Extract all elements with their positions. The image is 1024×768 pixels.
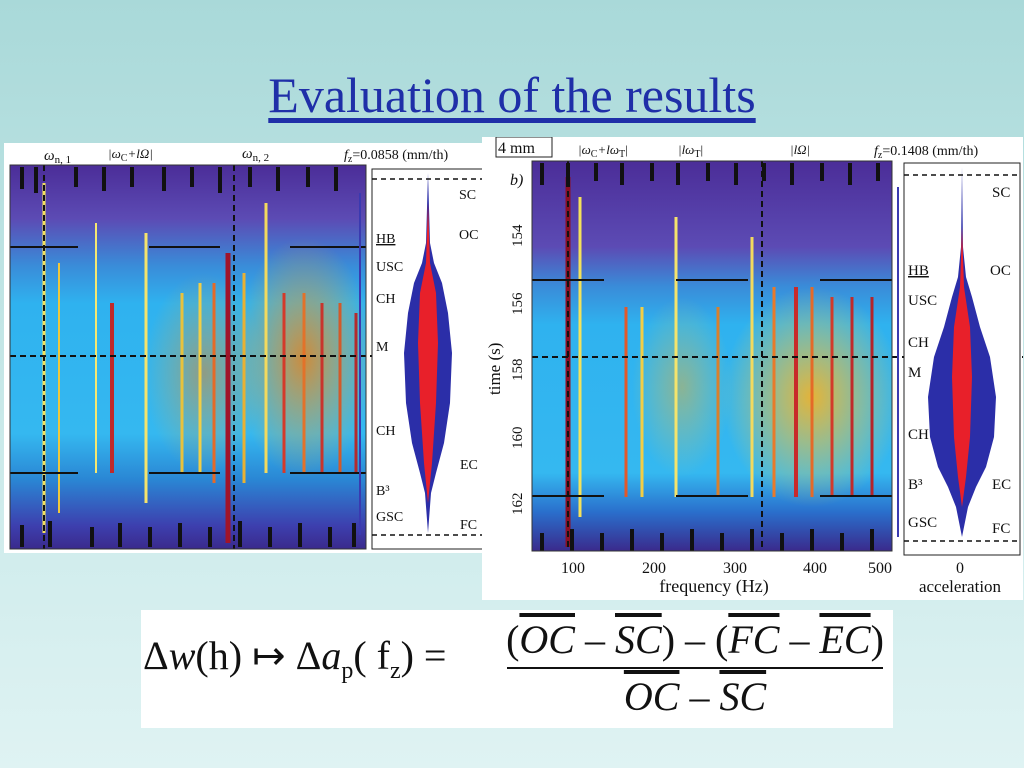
x-axis-label-b: frequency (Hz) [659,576,768,597]
label-omega-n1: ωn, 1 [44,148,71,166]
label-omega-c: |ωC+lΩ| [108,146,153,164]
formula-lhs: Δw(h) ↦ Δap( fz) = [143,633,447,684]
spectrogram-b-figure: 4 mm b) |ωC+lωT| |lωT| |lΩ| fz=0.1408 (m… [482,137,1023,597]
envelope-b [928,167,996,537]
envelope-b-dashes [904,174,1020,542]
label-l-omega: |lΩ| [790,142,810,157]
panel-b-label: b) [510,172,523,189]
stage-a-fc: FC [460,518,477,533]
scale-label: 4 mm [498,140,535,157]
accel-tick-0: 0 [956,560,964,577]
stage-a-oc: OC [459,228,478,243]
stage-a-b3: B³ [376,484,390,499]
x-tick-200: 200 [642,560,666,577]
scale-box [495,137,553,158]
stage-a-ch2: CH [376,424,395,439]
y-tick-162: 162 [510,493,526,516]
x-tick-100: 100 [561,560,585,577]
label-lwt: |lωT| [678,142,703,160]
x-tick-300: 300 [723,560,747,577]
formula-numerator: (OC – SC) – (FC – EC) [506,617,884,662]
stage-b-oc: OC [990,263,1011,279]
y-tick-156: 156 [510,292,526,315]
stage-b-hb: HB [908,263,929,279]
formula-box: Δw(h) ↦ Δap( fz) = (OC – SC) – (FC – EC)… [141,610,893,728]
x-tick-400: 400 [803,560,827,577]
stage-b-b3: B³ [908,477,923,493]
accel-axis-label: acceleration [919,577,1002,596]
stage-b-gsc: GSC [908,515,937,531]
spectrogram-panel-a: ωn, 1 |ωC+lΩ| ωn, 2 fz=0.0858 (mm/th) SC… [4,143,488,553]
label-fz-b: fz=0.1408 (mm/th) [874,144,978,161]
dashed-guides-a [10,165,488,549]
y-axis-b: time (s) 154 156 158 160 162 [485,224,526,515]
stage-b-m: M [908,365,921,381]
stage-b-ch1: CH [908,335,929,351]
harmonic-ticks-b [540,163,880,551]
stage-b-sc: SC [992,185,1010,201]
y-tick-154: 154 [510,224,526,247]
label-omega-n2: ωn, 2 [242,146,269,164]
y-tick-158: 158 [510,359,526,382]
stage-a-ch1: CH [376,292,395,307]
slide-title: Evaluation of the results [268,67,756,123]
stage-a-sc: SC [459,188,476,203]
stage-a-gsc: GSC [376,510,403,525]
x-axis-b: 100 200 300 400 500 frequency (Hz) [561,560,892,597]
formula-denominator: OC – SC [623,674,767,719]
y-axis-label-b: time (s) [485,343,504,395]
label-wc-lwt: |ωC+lωT| [578,142,628,160]
stages-a: SC OC HB USC CH M CH EC B³ GSC FC [376,188,478,533]
stage-b-fc: FC [992,521,1010,537]
stages-b: SC HB OC USC CH M CH B³ EC GSC FC [908,185,1011,537]
harmonic-ticks-a [20,167,356,547]
envelope-a-dashes [372,178,484,536]
stage-a-hb: HB [376,232,395,247]
stage-a-usc: USC [376,260,403,275]
spectrogram-panel-b: 4 mm b) |ωC+lωT| |lωT| |lΩ| fz=0.1408 (m… [482,137,1023,600]
dashed-guides-b [532,161,1023,551]
stage-b-usc: USC [908,293,937,309]
formula-fraction: (OC – SC) – (FC – EC) OC – SC [503,616,887,720]
stage-b-ch2: CH [908,427,929,443]
spectrogram-a-figure: ωn, 1 |ωC+lΩ| ωn, 2 fz=0.0858 (mm/th) SC… [9,146,488,550]
envelope-a [404,173,452,533]
fraction-bar [507,667,883,669]
stage-a-ec: EC [460,458,478,473]
stage-a-m: M [376,340,389,355]
x-tick-500: 500 [868,560,892,577]
stage-b-ec: EC [992,477,1011,493]
y-tick-160: 160 [510,427,526,450]
label-fz-a: fz=0.0858 (mm/th) [344,148,448,165]
